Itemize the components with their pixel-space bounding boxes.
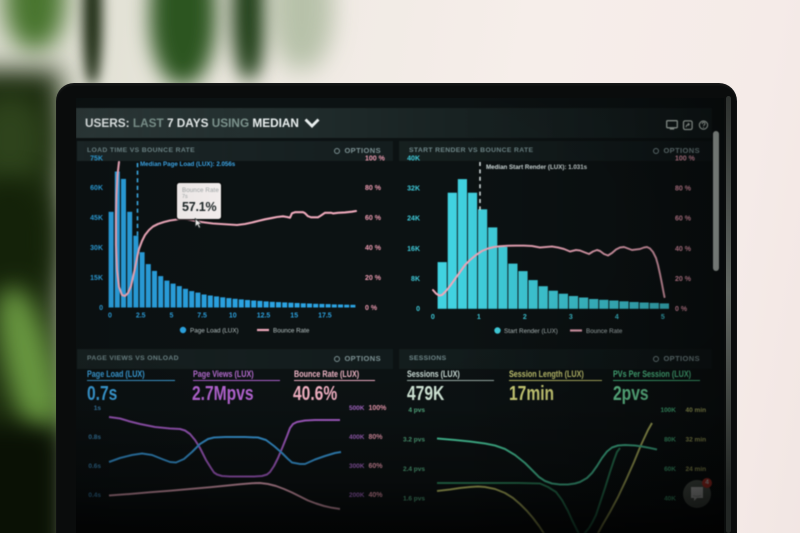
- svg-text:40K: 40K: [664, 495, 676, 502]
- svg-text:4 pvs: 4 pvs: [408, 407, 425, 414]
- svg-text:3.2 pvs: 3.2 pvs: [403, 436, 425, 443]
- svg-text:12.5: 12.5: [257, 313, 271, 320]
- svg-text:4: 4: [615, 314, 619, 321]
- svg-text:60 %: 60 %: [675, 216, 692, 223]
- svg-text:40 %: 40 %: [675, 246, 692, 253]
- svg-text:300K: 300K: [349, 463, 365, 470]
- svg-text:24 min: 24 min: [686, 466, 707, 473]
- svg-text:1.6 pvs: 1.6 pvs: [403, 495, 425, 502]
- svg-text:Bounce Rate: Bounce Rate: [273, 328, 310, 335]
- svg-text:0.6s: 0.6s: [88, 463, 101, 470]
- svg-text:100 %: 100 %: [365, 155, 386, 162]
- svg-text:Start Render (LUX): Start Render (LUX): [504, 328, 558, 335]
- svg-text:40 %: 40 %: [365, 245, 382, 252]
- svg-text:0 %: 0 %: [365, 305, 378, 312]
- svg-text:32K: 32K: [407, 186, 420, 193]
- svg-text:1s: 1s: [94, 405, 102, 412]
- svg-text:60K: 60K: [90, 185, 103, 192]
- svg-text:1: 1: [477, 314, 481, 321]
- svg-text:20 %: 20 %: [365, 275, 382, 282]
- svg-text:0: 0: [416, 306, 420, 313]
- svg-text:8K: 8K: [411, 276, 420, 283]
- svg-text:7.5: 7.5: [197, 313, 207, 320]
- svg-text:20 %: 20 %: [675, 276, 692, 283]
- svg-text:40K: 40K: [407, 155, 420, 162]
- svg-text:0: 0: [108, 313, 112, 320]
- svg-text:0: 0: [431, 314, 435, 321]
- svg-text:500K: 500K: [349, 405, 365, 412]
- svg-text:45K: 45K: [90, 215, 103, 222]
- svg-text:200K: 200K: [349, 492, 365, 499]
- svg-text:0 %: 0 %: [675, 306, 688, 313]
- svg-text:40%: 40%: [369, 492, 384, 499]
- svg-text:2.5: 2.5: [136, 313, 146, 320]
- svg-text:80K: 80K: [664, 436, 676, 443]
- svg-text:60K: 60K: [664, 466, 676, 473]
- svg-text:10: 10: [229, 313, 237, 320]
- svg-text:24K: 24K: [407, 216, 420, 223]
- svg-text:Page Load (LUX): Page Load (LUX): [190, 328, 239, 335]
- svg-text:400K: 400K: [349, 434, 365, 441]
- svg-text:17.5: 17.5: [318, 313, 332, 320]
- svg-text:30K: 30K: [90, 245, 103, 252]
- svg-text:Bounce Rate: Bounce Rate: [586, 328, 623, 335]
- svg-text:100K: 100K: [660, 407, 676, 414]
- svg-text:0.8s: 0.8s: [88, 434, 101, 441]
- svg-text:80%: 80%: [369, 434, 384, 441]
- svg-text:32 min: 32 min: [686, 436, 707, 443]
- svg-text:2.4 pvs: 2.4 pvs: [403, 466, 425, 473]
- svg-text:40 min: 40 min: [686, 407, 707, 414]
- svg-text:5: 5: [169, 313, 173, 320]
- svg-text:15: 15: [290, 313, 298, 320]
- svg-text:3: 3: [569, 314, 573, 321]
- svg-text:16K: 16K: [407, 246, 420, 253]
- svg-text:100 %: 100 %: [675, 155, 696, 162]
- svg-text:100%: 100%: [369, 405, 388, 412]
- svg-text:0.4s: 0.4s: [88, 492, 101, 499]
- svg-text:60%: 60%: [369, 463, 384, 470]
- svg-text:0: 0: [99, 305, 103, 312]
- svg-text:80 %: 80 %: [675, 186, 692, 193]
- svg-text:5: 5: [661, 314, 665, 321]
- svg-text:80 %: 80 %: [365, 185, 382, 192]
- svg-text:2: 2: [523, 314, 527, 321]
- svg-text:60 %: 60 %: [365, 215, 382, 222]
- svg-text:15K: 15K: [90, 275, 103, 282]
- svg-text:75K: 75K: [90, 155, 103, 162]
